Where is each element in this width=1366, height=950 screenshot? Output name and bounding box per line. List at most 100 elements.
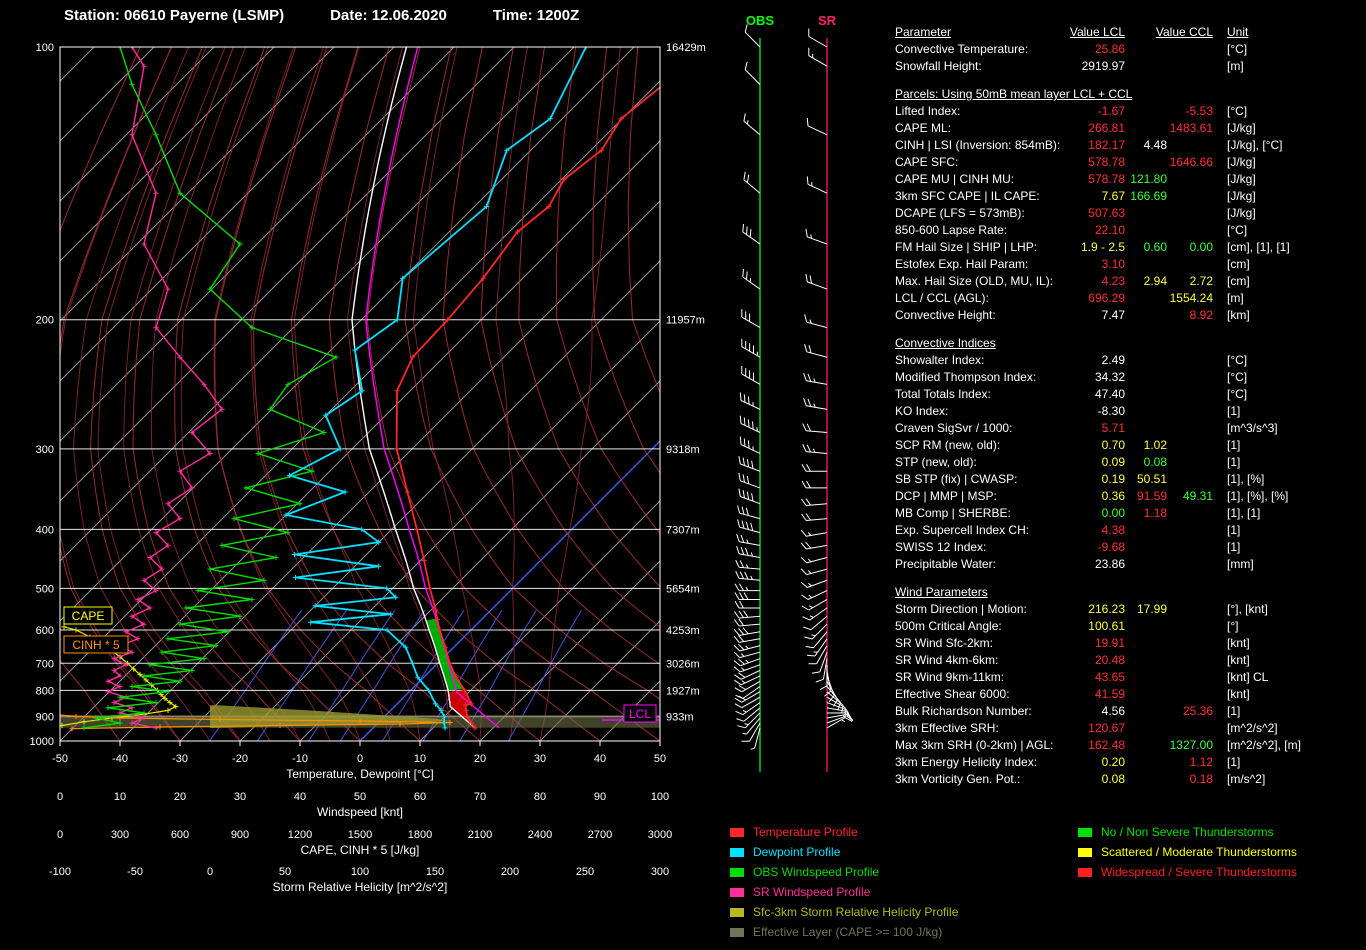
param-value: 216.23 (1088, 602, 1125, 616)
param-label: Showalter Index: (895, 353, 985, 367)
temperature-profile-line (395, 86, 660, 729)
param-value: 4.38 (1101, 523, 1125, 537)
wind-barb (738, 488, 761, 505)
param-value: 166.69 (1130, 189, 1167, 203)
param-unit: [cm] (1227, 274, 1250, 288)
wind-barb (734, 583, 761, 592)
param-value: 578.78 (1088, 172, 1125, 186)
param-unit: [m] (1227, 59, 1244, 73)
param-unit: [knt] CL (1227, 670, 1269, 684)
table-row: Storm Direction | Motion: 216.23 17.99 [°],… (895, 601, 1365, 618)
param-unit: [1] (1227, 404, 1241, 418)
wind-barb (826, 707, 851, 720)
table-row: SR Wind 9km-11km: 43.65 [knt] CL (895, 669, 1365, 686)
wind-barb (826, 702, 849, 718)
srh-axis-tick: 200 (501, 866, 519, 878)
wind-barb (826, 717, 853, 729)
param-label: 850-600 Lapse Rate: (895, 223, 1008, 237)
param-unit: [1] (1227, 523, 1241, 537)
table-row: 3km Energy Helicity Index: 0.20 1.12 [1] (895, 754, 1365, 771)
cape-axis-tick: 3000 (648, 829, 672, 841)
param-label: SWISS 12 Index: (895, 540, 987, 554)
param-value: 4.56 (1101, 704, 1125, 718)
param-value: 0.36 (1101, 489, 1125, 503)
legend-label: Widespread / Severe Thunderstorms (1101, 865, 1297, 879)
table-row: Max. Hail Size (OLD, MU, IL): 4.23 2.94 2.7… (895, 273, 1365, 290)
param-unit: [m/s^2] (1227, 772, 1266, 786)
param-label: Bulk Richardson Number: (895, 704, 1032, 718)
table-row: SR Wind 4km-6km: 20.48 [knt] (895, 652, 1365, 669)
srh-axis-tick: -50 (127, 866, 143, 878)
wind-barb (803, 615, 828, 631)
wind-barb (750, 727, 761, 750)
param-unit: [1] (1227, 455, 1241, 469)
param-unit: [1], [1] (1227, 506, 1261, 520)
legend-label: SR Windspeed Profile (753, 885, 871, 899)
param-value: 100.61 (1088, 619, 1125, 633)
param-value: 1.02 (1143, 438, 1167, 452)
wind-barb (733, 651, 761, 659)
wind-barb (738, 472, 761, 489)
table-row: 3km SFC CAPE | IL CAPE: 7.67 166.69 [J/kg] (895, 188, 1365, 205)
param-unit: [°C] (1227, 370, 1248, 384)
wind-barb (800, 529, 828, 537)
param-unit: [km] (1227, 308, 1250, 322)
temp-axis-tick: 0 (357, 753, 363, 765)
param-value: 49.31 (1182, 489, 1213, 503)
param-value: 2.94 (1143, 274, 1167, 288)
wind-barb (734, 600, 761, 609)
col-parameter: Parameter (895, 25, 952, 39)
lcl-box-label: LCL (629, 707, 651, 721)
table-section-header: Convective Indices (895, 336, 996, 350)
station-label: Station: 06610 Payerne (LSMP) (64, 7, 285, 24)
obs-windspeed-profile-line (83, 47, 338, 729)
parameter-table: Parameter Value LCL Value CCL Unit Conve… (895, 24, 1365, 788)
pressure-tick-label: 800 (36, 685, 54, 697)
table-row: SB STP (fix) | CWASP: 0.19 50.51 [1], [%] (895, 471, 1365, 488)
cape-axis-tick: 900 (231, 829, 249, 841)
param-label: Snowfall Height: (895, 59, 982, 73)
wind-barb (733, 643, 761, 652)
param-unit: [cm], [1], [1] (1227, 240, 1290, 254)
obs-windspeed-profile-line-markers (81, 47, 339, 731)
lcl-box (623, 704, 657, 723)
param-label: Precipitable Water: (895, 557, 996, 571)
wind-barb (734, 696, 761, 709)
wind-barb (804, 314, 828, 329)
param-label: SB STP (fix) | CWASP: (895, 472, 1018, 486)
param-unit: [1] (1227, 540, 1241, 554)
wind-barb (733, 664, 761, 673)
param-label: Storm Direction | Motion: (895, 602, 1027, 616)
wind-barb (801, 590, 828, 600)
temp-axis-tick: 30 (534, 753, 546, 765)
table-row: Bulk Richardson Number: 4.56 25.36 [1] (895, 703, 1365, 720)
param-label: DCP | MMP | MSP: (895, 489, 997, 503)
cinh-box-label: CINH * 5 (72, 638, 120, 652)
param-unit: [mm] (1227, 557, 1254, 571)
param-label: 3km Effective SRH: (895, 721, 999, 735)
param-unit: [m^2/s^2], [m] (1227, 738, 1301, 752)
param-value: 121.80 (1130, 172, 1167, 186)
wind-barb-columns: OBS SR (733, 13, 854, 772)
wind-axis-tick: 80 (534, 791, 546, 803)
table-row: STP (new, old): 0.09 0.08 [1] (895, 454, 1365, 471)
wind-axis-tick: 50 (354, 791, 366, 803)
temp-axis-tick: -40 (112, 753, 128, 765)
wind-barb (734, 680, 761, 693)
table-row: Precipitable Water: 23.86 [mm] (895, 556, 1365, 573)
param-value: 120.67 (1088, 721, 1125, 735)
legend-item-severity: Widespread / Severe Thunderstorms (1078, 862, 1297, 882)
wind-barb (735, 702, 761, 716)
srh-axis-title: Storm Relative Helicity [m^2/s^2] (273, 880, 448, 894)
skewt-annotations: 100200300400500600700800900100016429m119… (30, 42, 706, 894)
wind-barb (806, 176, 828, 194)
wind-barb (805, 631, 828, 649)
wind-barb (733, 658, 761, 667)
cape-box (63, 606, 113, 625)
temp-axis-tick: -50 (52, 753, 68, 765)
wind-barb (743, 171, 761, 194)
param-value: 0.00 (1101, 506, 1125, 520)
wind-barb (808, 645, 828, 665)
param-value: 50.51 (1136, 472, 1167, 486)
param-unit: [1] (1227, 704, 1241, 718)
